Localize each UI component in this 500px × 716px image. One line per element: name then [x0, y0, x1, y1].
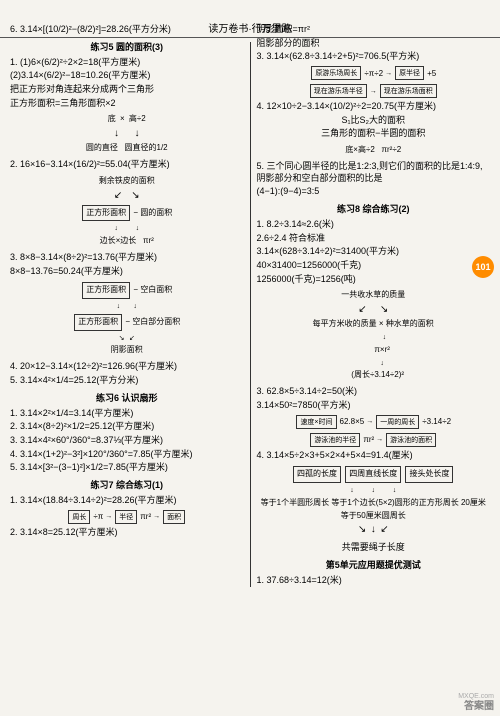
flow-diagram: 游泳池的半径πr²→游泳池的面积	[257, 432, 491, 448]
right-column: 阴影面积=πr² 阻影部分的面积 3. 3.14×(62.8÷3.14÷2+5)…	[257, 24, 491, 587]
note: 正方形面积=三角形面积×2	[10, 98, 244, 110]
diagram: 底 × 高÷2 ↓ ↓ 圆的直径 圆直径的1/2	[10, 113, 244, 155]
problem: 8×8−13.76=50.24(平方厘米)	[10, 266, 244, 278]
problem: 1. 37.68÷3.14=12(米)	[257, 575, 491, 587]
note: 把正方形对角连起来分成两个三角形	[10, 84, 244, 96]
problem: 40×31400=1256000(千克)	[257, 260, 491, 272]
diagram: 剩余铁皮的面积 ↙ ↘ 正方形面积 − 圆的面积 ↓ ↓ 边长×边长 πr²	[10, 175, 244, 248]
note: S₁比S₂大的面积	[257, 115, 491, 127]
problem: 2. 3.14×(8÷2)²×1/2=25.12(平方厘米)	[10, 421, 244, 433]
note: 共需要绳子长度	[257, 542, 491, 554]
problem: 1. (1)6×(6/2)²÷2×2=18(平方厘米)	[10, 57, 244, 69]
problem: 4. 3.14×(1+2)²−3²]×120°/360°=7.85(平方厘米)	[10, 449, 244, 461]
page-number: 101	[472, 256, 494, 278]
problem: 3. 62.8×5÷3.14÷2=50(米)	[257, 386, 491, 398]
diagram: 四孤的长度 四周直线长度 接头处长度 ↓ ↓ ↓ 等于1个半圆形周长 等于1个边…	[257, 465, 491, 538]
page-header: 读万卷书·行万里路	[0, 20, 500, 38]
note: 阻影部分的面积	[257, 38, 491, 50]
problem: 4. 3.14×5÷2×3+5×2×4+5×4=91.4(厘米)	[257, 450, 491, 462]
problem: (2)3.14×(6/2)²−18=10.26(平方厘米)	[10, 70, 244, 82]
problem: 2. 16×16−3.14×(16/2)²=55.04(平方厘米)	[10, 159, 244, 171]
problem: 3. 8×8−3.14×(8÷2)²=13.76(平方厘米)	[10, 252, 244, 264]
problem: 2.6÷2.4 符合标准	[257, 233, 491, 245]
section-title: 练习6 认识扇形	[10, 391, 244, 404]
flow-diagram: 现在游乐场半径→现在游乐场面积	[257, 83, 491, 99]
problem: 1. 3.14×(18.84÷3.14÷2)²=28.26(平方厘米)	[10, 495, 244, 507]
diagram: 底×高÷2 πr²÷2	[257, 144, 491, 157]
flow-diagram: 原游乐场周长÷π÷2→原半径+5	[257, 65, 491, 81]
section-title: 练习8 综合练习(2)	[257, 202, 491, 215]
problem: (4−1):(9−4)=3:5	[257, 186, 491, 198]
flow-diagram: 速度×时间62.8×5→一周的周长÷3.14÷2	[257, 414, 491, 430]
problem: 3.14×(628÷3.14÷2)²=31400(平方米)	[257, 246, 491, 258]
problem: 5. 3.14×[3²−(3−1)²]×1/2=7.85(平方厘米)	[10, 462, 244, 474]
problem: 1. 3.14×2²×1/4=3.14(平方厘米)	[10, 408, 244, 420]
problem: 5. 3.14×4²×1/4=25.12(平方分米)	[10, 375, 244, 387]
watermark: 答案圈	[464, 697, 494, 712]
diagram: 正方形面积 − 空白面积 ↓ ↓ 正方形面积 − 空白部分面积 ↘ ↙ 阴影面积	[10, 281, 244, 357]
problem: 2. 3.14×8=25.12(平方厘米)	[10, 527, 244, 539]
problem: 3.14×50²=7850(平方米)	[257, 400, 491, 412]
problem: 3. 3.14×(62.8÷3.14÷2+5)²=706.5(平方米)	[257, 51, 491, 63]
flow-diagram: 周长÷π→半径πr²→面积	[10, 509, 244, 525]
section-title: 练习5 圆的面积(3)	[10, 40, 244, 53]
problem: 3. 3.14×4²×60°/360°=8.37⅓(平方厘米)	[10, 435, 244, 447]
section-title: 练习7 综合练习(1)	[10, 478, 244, 491]
problem: 4. 12×10÷2−3.14×(10/2)²÷2=20.75(平方厘米)	[257, 101, 491, 113]
section-title: 第5单元应用题提优测试	[257, 558, 491, 571]
problem: 1. 8.2÷3.14≈2.6(米)	[257, 219, 491, 231]
problem: 1256000(千克)=1256(吨)	[257, 274, 491, 286]
problem: 4. 20×12−3.14×(12÷2)²=126.96(平方厘米)	[10, 361, 244, 373]
diagram: 一共收水草的质量 ↙ ↘ 每平方米收的质量 × 种水草的面积 ↓ π×r² ↓ …	[257, 289, 491, 382]
left-column: 6. 3.14×[(10/2)²−(8/2)²]=28.26(平方分米) 练习5…	[10, 24, 244, 587]
problem: 5. 三个同心圆半径的比是1:2:3,则它们的面积的比是1:4:9,阴影部分和空…	[257, 161, 491, 184]
column-divider	[250, 42, 251, 587]
note: 三角形的面积−半圆的面积	[257, 128, 491, 140]
